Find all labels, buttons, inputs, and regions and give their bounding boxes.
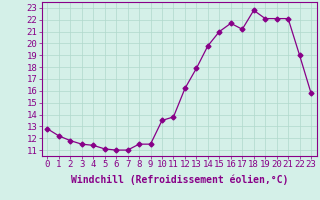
- X-axis label: Windchill (Refroidissement éolien,°C): Windchill (Refroidissement éolien,°C): [70, 175, 288, 185]
